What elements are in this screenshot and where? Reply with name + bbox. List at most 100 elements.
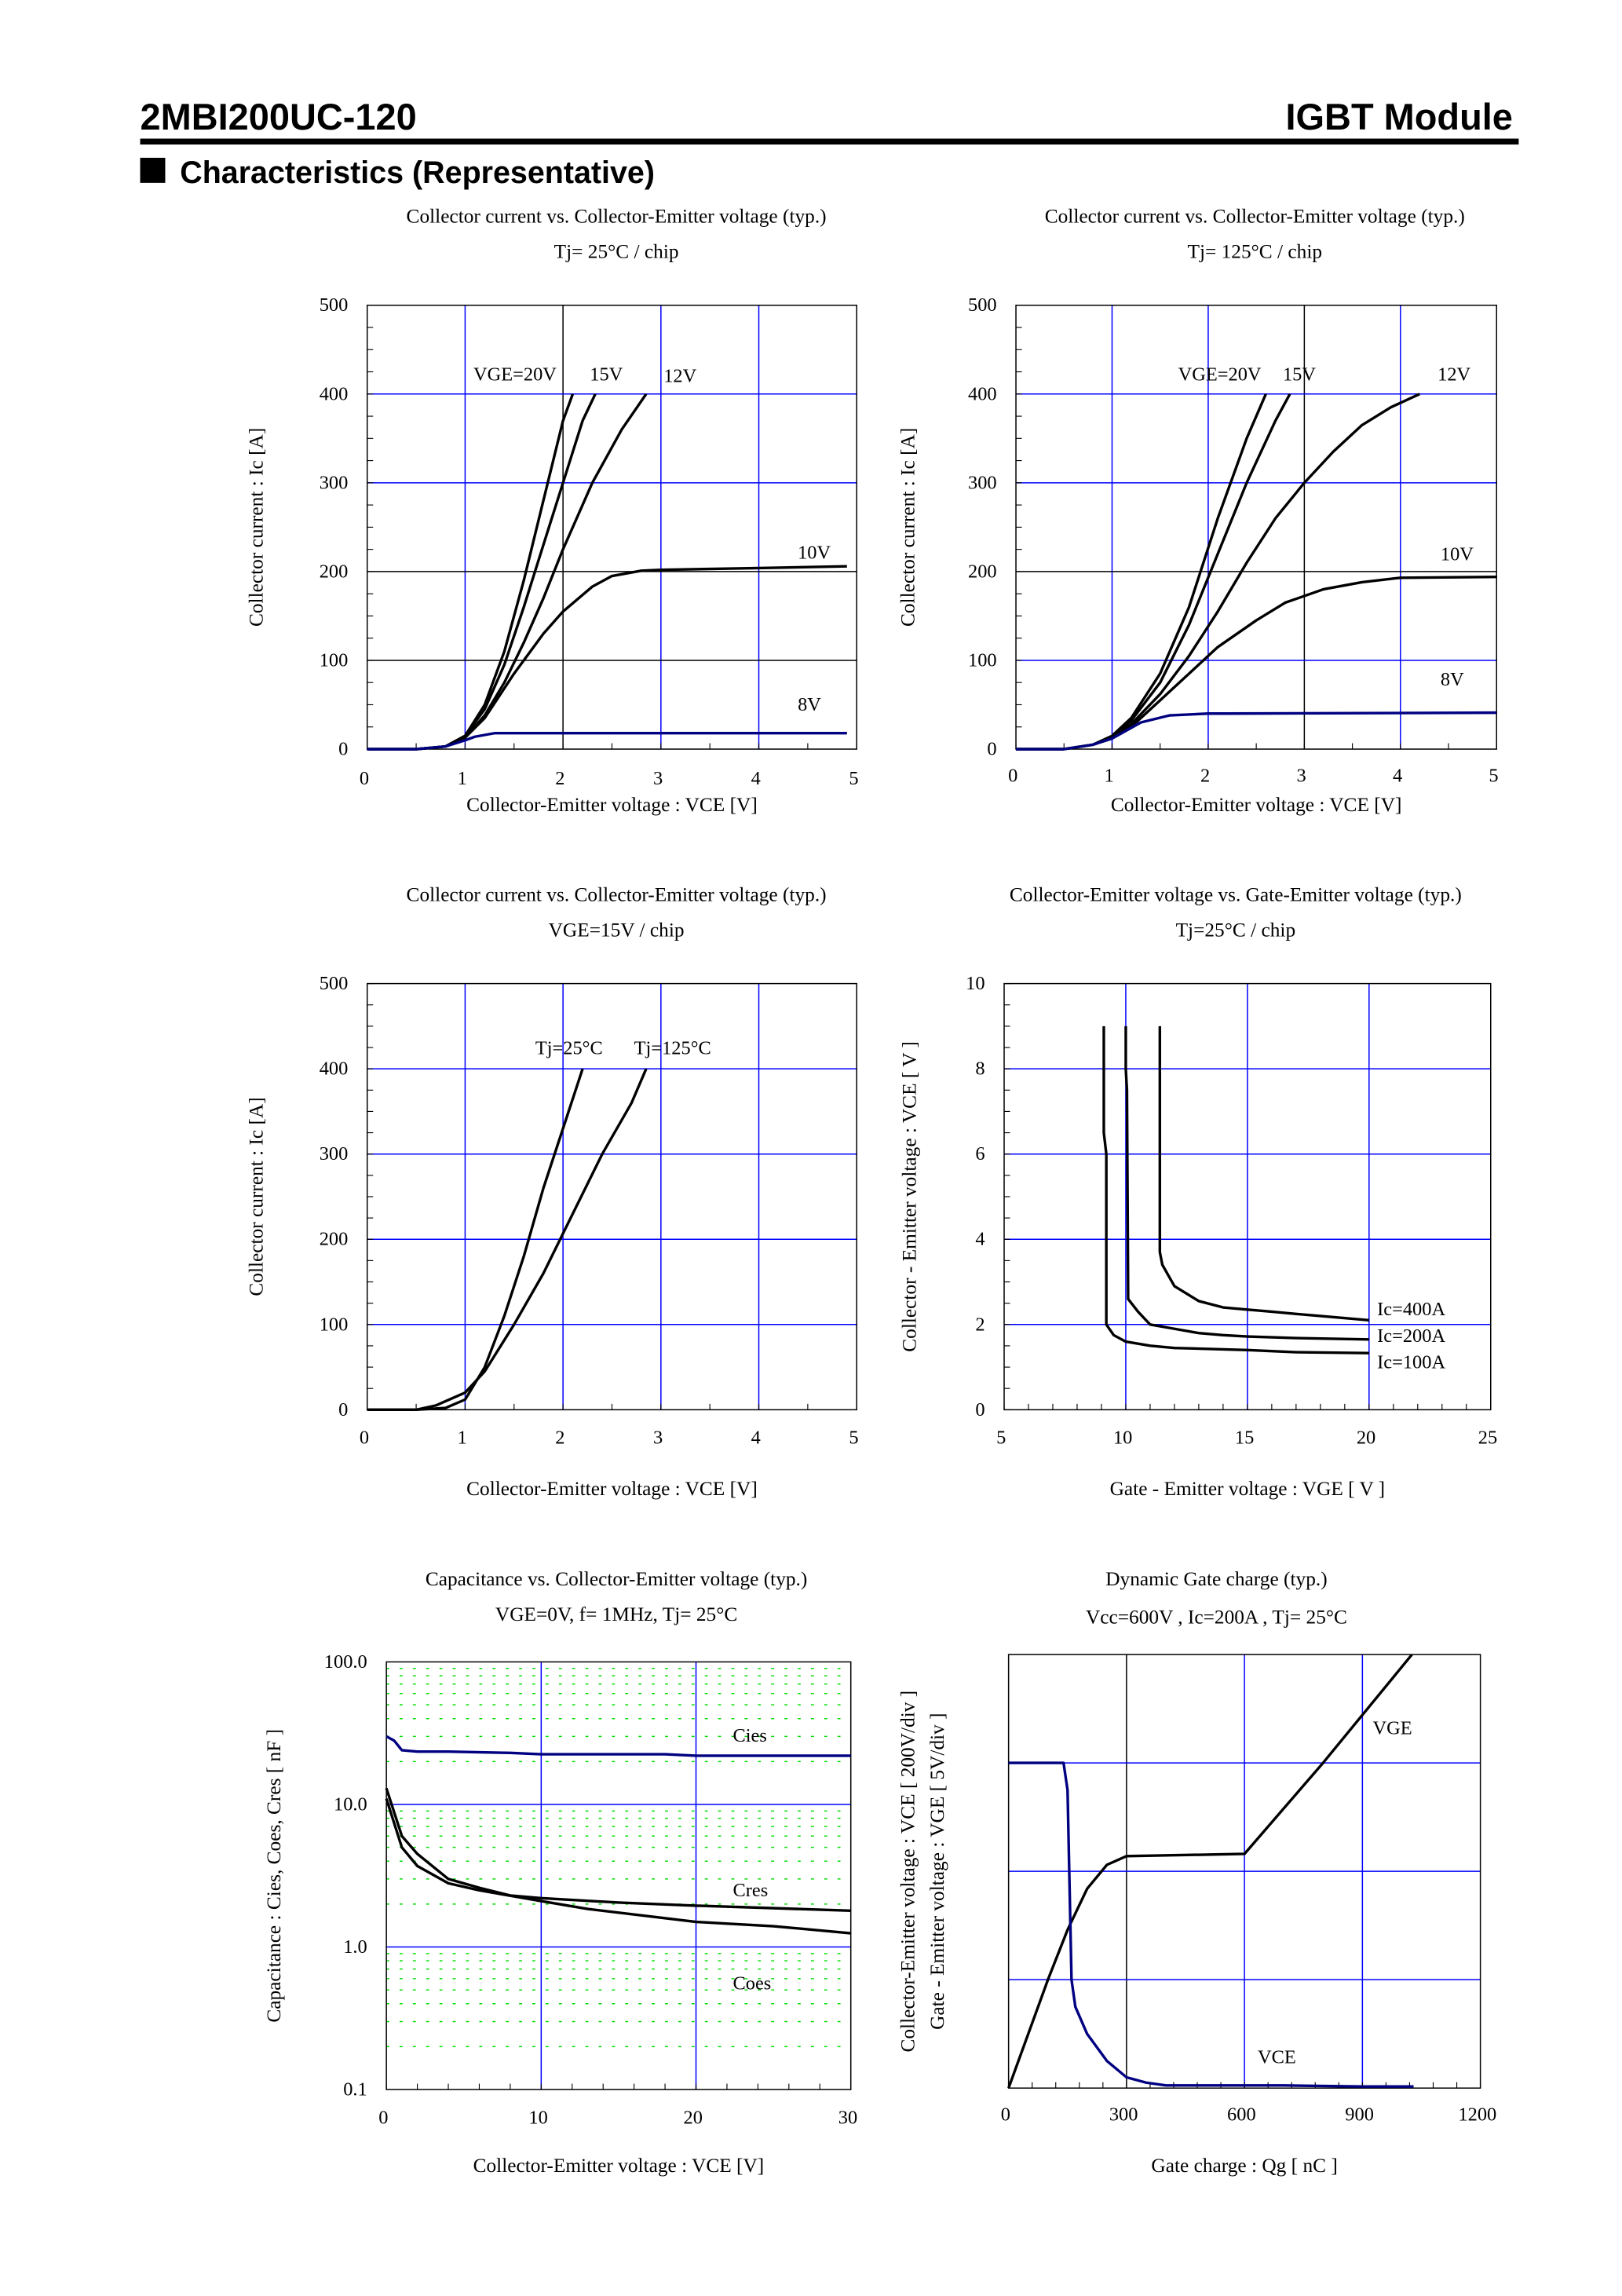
y-tick-label: 0.1	[343, 2079, 367, 2100]
x-tick-label: 2	[1200, 765, 1210, 786]
chart-title: Dynamic Gate charge (typ.)	[1105, 1568, 1327, 1590]
x-axis-label: Collector-Emitter voltage : VCE [V]	[466, 1478, 758, 1500]
series-label: 15V	[1283, 364, 1316, 386]
x-tick-label: 10	[1113, 1428, 1132, 1449]
section-title: Characteristics (Representative)	[180, 155, 655, 190]
chart-1: Collector current vs. Collector-Emitter …	[245, 206, 858, 816]
series-label: Cies	[732, 1725, 766, 1746]
y-axis-label: Collector-Emitter voltage : VCE [ 200V/d…	[897, 1691, 919, 2053]
y-tick-label: 500	[320, 973, 349, 994]
x-tick-label: 0	[360, 768, 369, 789]
chart-subtitle: Vcc=600V , Ic=200A , Tj= 25°C	[1086, 1607, 1347, 1629]
x-tick-label: 2	[555, 1428, 564, 1449]
series-label: VGE	[1373, 1717, 1412, 1738]
plot-frame	[385, 1661, 852, 2090]
x-tick-label: 5	[1489, 765, 1498, 786]
x-tick-label: 3	[653, 768, 663, 789]
chart-subtitle: VGE=0V, f= 1MHz, Tj= 25°C	[495, 1603, 737, 1625]
x-tick-label: 20	[684, 2107, 703, 2128]
y-tick-label: 300	[320, 1143, 349, 1164]
x-tick-label: 0	[1001, 2104, 1010, 2126]
chart-subtitle: VGE=15V / chip	[549, 919, 685, 941]
x-tick-label: 10	[528, 2107, 547, 2128]
x-axis-label: Collector-Emitter voltage : VCE [V]	[466, 794, 758, 816]
series-label: Coes	[732, 1972, 771, 1994]
series-line-10v	[1016, 575, 1497, 751]
x-tick-label: 600	[1227, 2104, 1256, 2126]
series-line-ic-400a	[1158, 1026, 1369, 1322]
chart-title: Collector current vs. Collector-Emitter …	[1045, 206, 1465, 228]
x-tick-label: 5	[849, 768, 858, 789]
y-tick-label: 200	[320, 561, 349, 582]
y-tick-label: 400	[968, 383, 997, 404]
y-tick-label: 1.0	[343, 1936, 367, 1958]
y-axis-label: Collector - Emitter voltage : VCE [ V ]	[898, 1041, 920, 1352]
part-number: 2MBI200UC-120	[141, 97, 417, 137]
product-type: IGBT Module	[1285, 97, 1512, 137]
chart-subtitle: Tj=25°C / chip	[1176, 919, 1296, 941]
series-label: 10V	[798, 543, 831, 564]
y-tick-label: 6	[975, 1143, 985, 1164]
section-bullet-icon	[140, 157, 166, 183]
chart-subtitle: Tj= 25°C / chip	[554, 241, 679, 263]
x-tick-label: 5	[849, 1428, 858, 1449]
y-tick-label: 100.0	[324, 1651, 367, 1673]
series-line-10v	[367, 565, 847, 751]
x-tick-label: 300	[1109, 2104, 1138, 2126]
series-label: VGE=20V	[473, 364, 557, 386]
y-tick-label: 0	[975, 1399, 985, 1420]
y-tick-label: 4	[975, 1229, 985, 1250]
series-label: Ic=100A	[1377, 1352, 1445, 1373]
y-tick-label: 400	[320, 383, 349, 404]
series-label: Cres	[732, 1880, 768, 1901]
y-tick-label: 8	[975, 1058, 985, 1080]
chart-subtitle: Tj= 125°C / chip	[1187, 241, 1322, 263]
y-axis-label: Collector current : Ic [A]	[245, 1097, 267, 1296]
x-tick-label: 2	[555, 768, 564, 789]
x-axis-label: Collector-Emitter voltage : VCE [V]	[473, 2155, 765, 2177]
x-tick-label: 1	[458, 768, 467, 789]
y-tick-label: 10	[966, 973, 985, 994]
series-label: VCE	[1258, 2046, 1296, 2067]
y-tick-label: 0	[338, 739, 348, 760]
x-axis-label: Gate - Emitter voltage : VGE [ V ]	[1110, 1478, 1386, 1500]
series-label: Tj=125°C	[634, 1038, 711, 1059]
x-tick-label: 15	[1235, 1428, 1254, 1449]
y-tick-label: 100	[320, 649, 349, 671]
series-line-vce	[1008, 1761, 1414, 2088]
x-tick-label: 1	[1105, 765, 1114, 786]
y-tick-label: 300	[968, 472, 997, 493]
x-axis-label: Gate charge : Qg [ nC ]	[1151, 2155, 1337, 2177]
y-tick-label: 500	[320, 294, 349, 316]
y-tick-label: 10.0	[334, 1794, 367, 1815]
y-tick-label: 200	[968, 561, 997, 582]
x-tick-label: 25	[1478, 1428, 1497, 1449]
series-label: 12V	[663, 365, 696, 386]
x-tick-label: 0	[360, 1428, 369, 1449]
y-tick-label: 500	[968, 294, 997, 316]
x-tick-label: 0	[378, 2107, 388, 2128]
y-tick-label: 400	[320, 1058, 349, 1080]
series-label: Ic=400A	[1377, 1299, 1445, 1320]
chart-title: Capacitance vs. Collector-Emitter voltag…	[426, 1568, 807, 1590]
x-tick-label: 3	[653, 1428, 663, 1449]
y-tick-label: 200	[320, 1229, 349, 1250]
chart-2: Collector current vs. Collector-Emitter …	[897, 206, 1498, 816]
series-label: 10V	[1441, 544, 1474, 565]
x-tick-label: 5	[996, 1428, 1006, 1449]
series-line-8v	[1016, 711, 1497, 751]
chart-title: Collector current vs. Collector-Emitter …	[407, 206, 827, 228]
y-tick-label: 100	[968, 649, 997, 671]
y-tick-label: 0	[338, 1399, 348, 1420]
x-tick-label: 4	[751, 768, 761, 789]
series-label: 15V	[590, 364, 623, 386]
y-axis-label: Collector current : Ic [A]	[897, 428, 919, 627]
x-axis-label: Collector-Emitter voltage : VCE [V]	[1111, 794, 1402, 816]
x-tick-label: 1200	[1458, 2104, 1496, 2126]
x-tick-label: 1	[458, 1428, 467, 1449]
series-line-vge	[1007, 1654, 1413, 2089]
x-tick-label: 0	[1008, 765, 1017, 786]
y-tick-label: 300	[320, 472, 349, 493]
x-tick-label: 4	[751, 1428, 761, 1449]
